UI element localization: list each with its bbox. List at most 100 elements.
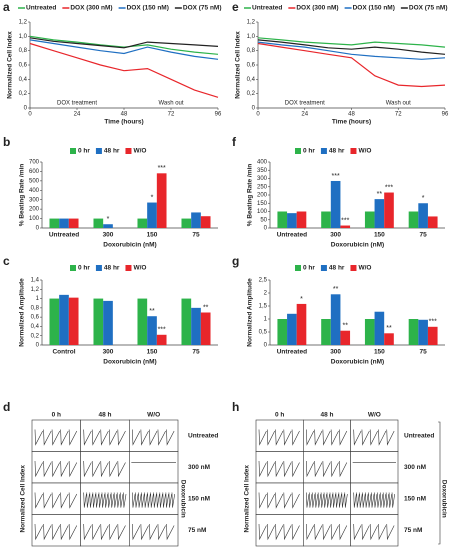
legend-swatch xyxy=(295,265,301,271)
y-tick-label: 0,6 xyxy=(31,315,40,321)
bar xyxy=(181,298,192,345)
trace-cell xyxy=(350,451,399,484)
y-tick-label: 0,5 xyxy=(259,330,268,336)
y-tick-label: 0,2 xyxy=(31,333,40,339)
bar xyxy=(296,303,307,345)
y-tick-label: 2 xyxy=(264,291,268,297)
y-tick-label: 700 xyxy=(29,160,40,166)
series-line xyxy=(29,37,219,49)
y-tick-label: 100 xyxy=(29,216,40,222)
x-tick-label: 150 xyxy=(374,349,385,356)
x-tick-label: 24 xyxy=(301,112,308,118)
x-tick-label: Control xyxy=(52,349,75,356)
x-axis-label: Time (hours) xyxy=(332,119,371,126)
series-line xyxy=(257,39,446,55)
trace-cell xyxy=(129,419,179,452)
legend-swatch xyxy=(70,265,76,271)
trace-cell xyxy=(31,482,81,515)
bar xyxy=(59,294,69,345)
legend-label: 48 hr xyxy=(329,148,345,155)
y-tick-label: 200 xyxy=(257,193,268,199)
x-axis-label: Doxorubicin (nM) xyxy=(103,359,156,366)
row-label: 75 nM xyxy=(188,527,206,534)
bar xyxy=(408,211,419,228)
y-axis-label: Normalized Cell Index xyxy=(235,31,242,99)
x-tick-label: 300 xyxy=(330,349,341,356)
y-axis-label: % Beating Rate /min xyxy=(19,164,26,227)
panel-letter: f xyxy=(232,135,237,149)
column-header: 48 h xyxy=(98,412,111,419)
trace xyxy=(258,460,300,478)
bar xyxy=(49,218,60,228)
significance-mark: ** xyxy=(333,286,339,293)
trace xyxy=(306,523,348,541)
legend-label: W/O xyxy=(358,148,371,155)
column-header: 0 h xyxy=(52,412,61,419)
x-tick-label: Untreated xyxy=(277,232,307,239)
annotation: DOX treatment xyxy=(57,101,97,107)
bar xyxy=(408,319,419,345)
x-tick-label: 75 xyxy=(420,232,428,239)
x-tick-label: 300 xyxy=(103,349,114,356)
significance-mark: * xyxy=(422,195,425,202)
y-tick-label: 2,5 xyxy=(259,278,268,284)
y-tick-label: 0,8 xyxy=(247,48,256,54)
y-tick-label: 0,8 xyxy=(31,305,40,311)
y-tick-label: 0,2 xyxy=(19,91,28,97)
trace xyxy=(83,460,126,478)
bar xyxy=(384,333,394,345)
y-tick-label: 0,4 xyxy=(247,77,256,83)
series-line xyxy=(257,37,446,48)
significance-mark: *** xyxy=(158,327,166,334)
bar xyxy=(137,298,148,345)
significance-mark: ** xyxy=(149,308,155,315)
y-tick-label: 50 xyxy=(260,217,267,223)
x-tick-label: Untreated xyxy=(277,349,307,356)
y-tick-label: 1,0 xyxy=(247,34,256,40)
trace xyxy=(83,429,126,446)
significance-mark: *** xyxy=(158,165,166,172)
legend-label: DOX (150 nM) xyxy=(353,5,395,12)
y-tick-label: 400 xyxy=(29,188,40,194)
trace-cell xyxy=(80,419,130,452)
legend-label: DOX (75 nM) xyxy=(183,5,222,12)
row-label: 75 nM xyxy=(404,527,422,534)
trace-cell xyxy=(303,514,351,547)
bar xyxy=(103,224,113,228)
trace xyxy=(306,460,348,478)
legend-label: 48 hr xyxy=(329,265,345,272)
legend-label: Untreated xyxy=(252,5,282,12)
y-tick-label: 350 xyxy=(257,168,268,174)
annotation: Wash out xyxy=(386,101,411,107)
bar xyxy=(277,319,288,345)
legend-label: DOX (300 nM) xyxy=(70,5,112,12)
y-tick-label: 300 xyxy=(257,176,268,182)
trace-cell xyxy=(129,514,179,547)
legend-label: DOX (75 nM) xyxy=(409,5,448,12)
bar xyxy=(296,211,307,228)
legend-label: 48 hr xyxy=(104,265,120,272)
significance-mark: * xyxy=(300,296,303,303)
trace xyxy=(34,429,78,446)
trace xyxy=(306,492,348,508)
y-tick-label: 600 xyxy=(29,169,40,175)
x-tick-label: 75 xyxy=(192,349,200,356)
column-header: 0 h xyxy=(275,412,284,419)
trace-cell xyxy=(80,451,130,484)
y-tick-label: 100 xyxy=(257,209,268,215)
y-tick-label: 0,6 xyxy=(247,63,256,69)
panel-letter: e xyxy=(232,0,239,14)
y-axis-label: % Beating Rate /min xyxy=(247,164,254,227)
y-tick-label: 1,2 xyxy=(19,20,28,26)
y-tick-label: 0 xyxy=(36,343,40,349)
legend-label: 0 hr xyxy=(303,265,315,272)
significance-mark: *** xyxy=(341,217,349,224)
trace-cell xyxy=(303,419,351,452)
bar xyxy=(156,334,167,345)
y-tick-label: 1,4 xyxy=(31,278,40,284)
y-axis-label: Normalized Amplitude xyxy=(247,278,254,347)
panel-letter: c xyxy=(3,254,10,268)
y-tick-label: 0,6 xyxy=(19,63,28,69)
trace-cell xyxy=(350,419,399,452)
